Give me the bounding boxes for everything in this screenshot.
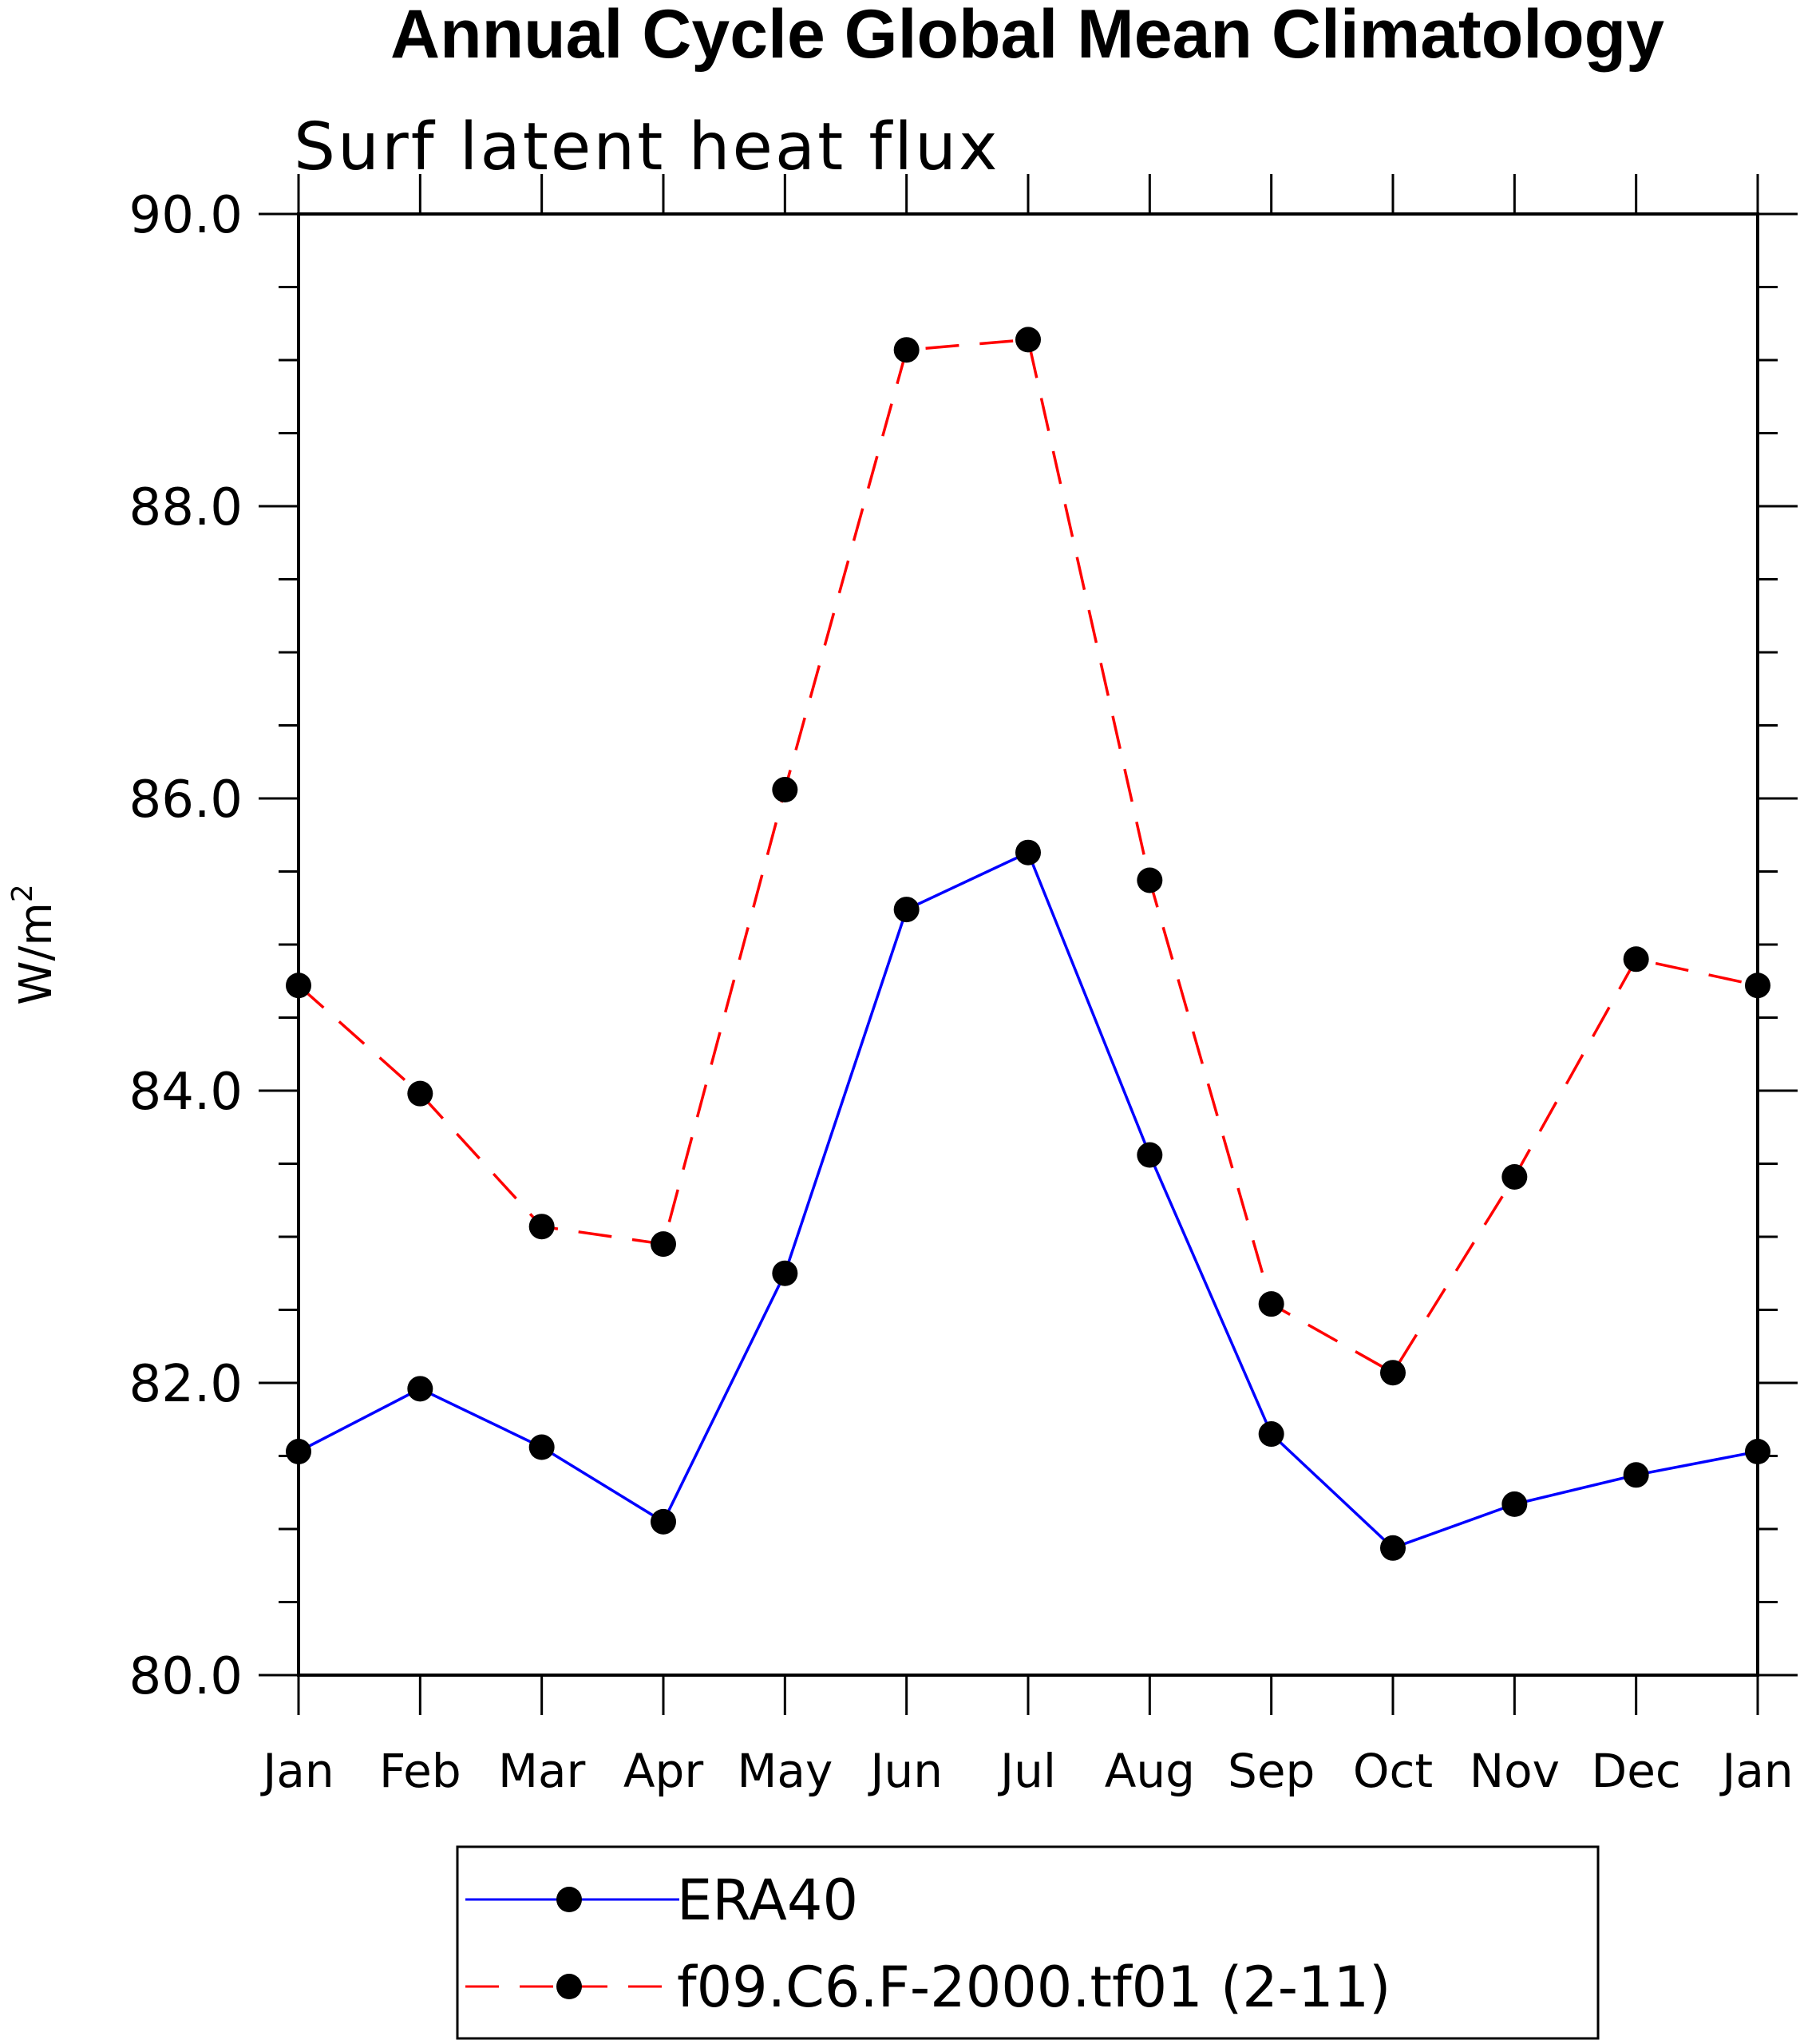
y-axis-label: W/m2 (6, 884, 62, 1005)
legend-marker-era40 (556, 1887, 582, 1912)
x-tick-label: Jan (260, 1744, 334, 1798)
chart-subtitle: Surf latent heat flux (294, 109, 1000, 185)
legend-box (456, 1845, 1600, 2040)
data-point-model (893, 337, 920, 363)
data-point-era40 (407, 1376, 433, 1402)
x-tick-label: Aug (1105, 1744, 1195, 1798)
data-point-model (407, 1080, 433, 1107)
series-line-era40 (298, 850, 1759, 1550)
y-tick-label: 80.0 (129, 1647, 243, 1706)
x-tick-label: Oct (1353, 1744, 1433, 1798)
data-point-era40 (1380, 1535, 1406, 1561)
axis-ticks (259, 174, 1798, 1715)
data-point-era40 (1745, 1439, 1770, 1465)
x-tick-label: Dec (1592, 1744, 1681, 1798)
data-point-era40 (1258, 1421, 1284, 1448)
data-point-era40 (1137, 1142, 1163, 1168)
data-point-era40 (651, 1508, 676, 1535)
data-point-era40 (893, 897, 920, 923)
x-tick-label: Feb (379, 1744, 461, 1798)
data-point-model (1745, 972, 1770, 999)
legend-marker-model (556, 1974, 582, 1999)
legend-label-era40: ERA40 (677, 1868, 858, 1933)
data-point-era40 (1623, 1462, 1649, 1488)
x-axis-labels: Jan Feb Mar Apr May Jun Jul Aug Sep Oct Nov Dec Jan (260, 1744, 1793, 1798)
data-point-model (1258, 1291, 1284, 1317)
data-point-model (1137, 867, 1163, 893)
data-point-model (1015, 327, 1041, 353)
y-tick-label: 90.0 (129, 186, 243, 245)
data-point-era40 (1015, 839, 1041, 866)
y-tick-label: 84.0 (129, 1063, 243, 1122)
data-point-model (1623, 946, 1649, 972)
data-point-era40 (286, 1439, 311, 1465)
x-tick-label: Jul (998, 1744, 1056, 1798)
data-point-model (1380, 1360, 1406, 1386)
x-tick-label: Apr (623, 1744, 703, 1798)
x-tick-label: Jun (868, 1744, 943, 1798)
data-point-era40 (528, 1434, 555, 1460)
y-tick-label: 82.0 (129, 1355, 243, 1414)
x-tick-label: May (737, 1744, 833, 1798)
series-layer (286, 327, 1770, 1561)
x-tick-label: Nov (1470, 1744, 1560, 1798)
data-point-era40 (1501, 1491, 1528, 1517)
x-tick-label: Mar (498, 1744, 586, 1798)
data-point-model (1501, 1163, 1528, 1190)
y-axis-label-superscript: 2 (6, 884, 39, 902)
x-tick-label: Jan (1719, 1744, 1793, 1798)
chart-title: Annual Cycle Global Mean Climatology (390, 0, 1664, 73)
data-point-era40 (772, 1260, 798, 1286)
y-tick-label: 88.0 (129, 478, 243, 537)
data-point-model (286, 972, 311, 999)
x-tick-label: Sep (1228, 1744, 1315, 1798)
data-point-model (651, 1231, 676, 1258)
y-axis-label-text: W/m (10, 902, 62, 1005)
plot-frame (297, 212, 1759, 1677)
data-point-model (772, 777, 798, 803)
data-point-model (528, 1214, 555, 1240)
y-axis-labels: 80.0 82.0 84.0 86.0 88.0 90.0 (129, 186, 243, 1706)
legend-label-model: f09.C6.F-2000.tf01 (2-11) (677, 1955, 1391, 2020)
legend: ERA40 f09.C6.F-2000.tf01 (2-11) (456, 1845, 1600, 2040)
y-tick-label: 86.0 (129, 770, 243, 830)
